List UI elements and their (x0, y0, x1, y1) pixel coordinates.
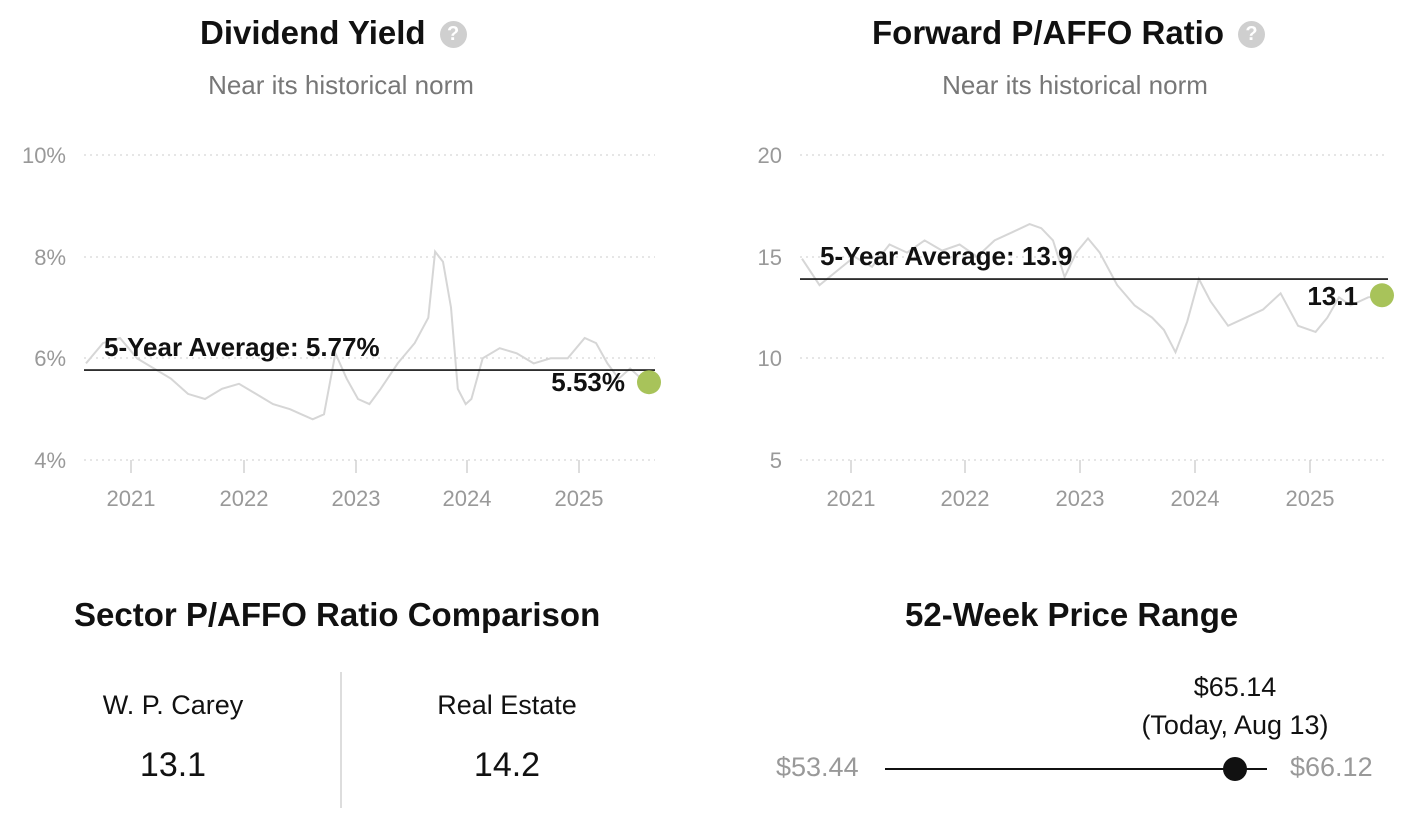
range-current-marker (1223, 757, 1248, 781)
range-track (885, 768, 1267, 770)
sector-right-value: 14.2 (473, 746, 541, 784)
sector-left-name: W. P. Carey (102, 690, 244, 720)
pa-y-tick-label: 5 (770, 448, 782, 473)
dy-y-tick-label: 10% (22, 143, 66, 168)
pa-y-tick-label: 20 (758, 143, 782, 168)
pa-average-label: 5-Year Average: 13.9 (820, 241, 1072, 271)
dividend-yield-chart: 10% 8% 6% 4% 2021 2022 2023 2024 2025 5-… (22, 143, 661, 511)
dy-current-dot (637, 370, 661, 395)
sector-title: Sector P/AFFO Ratio Comparison (74, 596, 601, 633)
charts-canvas: 10% 8% 6% 4% 2021 2022 2023 2024 2025 5-… (22, 143, 1394, 511)
range-current-date: (Today, Aug 13) (1141, 710, 1329, 740)
dy-x-tick-label: 2023 (332, 486, 381, 511)
paffo-chart: 20 15 10 5 2021 2022 2023 2024 2025 5-Ye… (758, 143, 1394, 511)
question-circle-icon[interactable]: ? (1238, 21, 1266, 48)
pa-current-dot (1370, 283, 1394, 308)
dy-x-tick-label: 2025 (555, 486, 604, 511)
sector-left-value: 13.1 (139, 746, 207, 784)
pa-x-axis (850, 460, 1311, 473)
pa-x-tick-label: 2022 (941, 486, 990, 511)
dy-gridlines (84, 154, 655, 461)
pa-y-tick-label: 10 (758, 346, 782, 371)
dy-y-tick-label: 6% (34, 346, 66, 371)
dy-average-label: 5-Year Average: 5.77% (104, 332, 380, 362)
pa-y-tick-label: 15 (758, 245, 782, 270)
dy-y-tick-label: 4% (34, 448, 66, 473)
dy-x-tick-label: 2022 (220, 486, 269, 511)
dy-x-tick-label: 2024 (443, 486, 492, 511)
price-range-title: 52-Week Price Range (905, 596, 1239, 633)
sector-divider (340, 672, 342, 808)
dy-x-axis (130, 460, 580, 473)
dividend-yield-title: Dividend Yield? (200, 14, 467, 52)
dividend-yield-title-text: Dividend Yield (200, 14, 426, 51)
range-high-label: $66.12 (1290, 752, 1373, 782)
pa-x-tick-label: 2023 (1056, 486, 1105, 511)
pa-x-tick-label: 2025 (1286, 486, 1335, 511)
pa-current-label: 13.1 (1307, 281, 1358, 311)
range-current-price: $65.14 (1193, 672, 1277, 702)
sector-right-name: Real Estate (437, 690, 577, 720)
dy-series-line (85, 249, 656, 421)
paffo-title-text: Forward P/AFFO Ratio (872, 14, 1225, 51)
pa-gridlines (800, 154, 1388, 461)
pa-x-tick-label: 2024 (1171, 486, 1220, 511)
paffo-subtitle: Near its historical norm (942, 70, 1208, 100)
paffo-title: Forward P/AFFO Ratio? (872, 14, 1266, 52)
dividend-yield-subtitle: Near its historical norm (208, 70, 474, 100)
pa-x-tick-label: 2021 (827, 486, 876, 511)
dy-y-tick-label: 8% (34, 245, 66, 270)
dy-x-tick-label: 2021 (107, 486, 156, 511)
dy-current-label: 5.53% (551, 367, 625, 397)
question-circle-icon[interactable]: ? (439, 21, 467, 48)
pa-series-line (801, 223, 1389, 355)
range-low-label: $53.44 (776, 752, 859, 782)
